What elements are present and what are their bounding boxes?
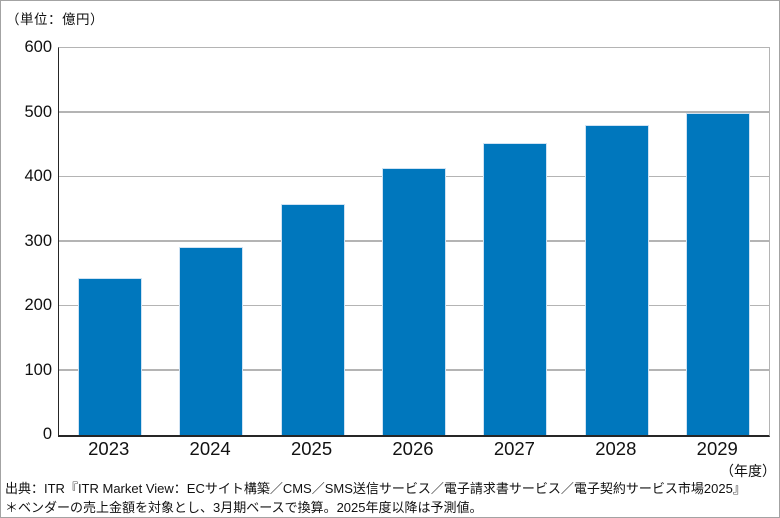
plot-area: [58, 47, 770, 437]
x-axis-tick-label: 2026: [392, 438, 434, 459]
y-axis-tick-label: 200: [24, 296, 52, 314]
y-axis-tick-label: 100: [24, 360, 52, 379]
x-axis-tick-label: 2028: [595, 438, 637, 459]
x-axis-tick-label: 2023: [88, 438, 130, 459]
bar-2026: [381, 167, 446, 435]
y-axis-tick-label: 400: [24, 167, 52, 185]
x-axis-tick-labels: 2023 2024 2025 2026 2027 2028 2029: [58, 438, 768, 460]
bar-2023: [77, 278, 142, 435]
bar-2027: [483, 142, 548, 435]
y-axis-tick-label: 500: [24, 102, 52, 121]
footnotes: 出典：ITR『ITR Market View：ECサイト構築／CMS／SMS送信…: [5, 479, 777, 517]
bar-slot: [363, 48, 464, 435]
gridline: [59, 111, 769, 113]
bar-slot: [160, 48, 261, 435]
x-axis-tick-label: 2029: [696, 438, 738, 459]
bar-slot: [668, 48, 769, 435]
x-axis-tick-label: 2024: [189, 438, 231, 459]
y-axis-tick-labels: 0 100 200 300 400 500 600: [1, 38, 52, 443]
y-axis-tick-label: 0: [42, 425, 52, 443]
bar-series: [59, 48, 769, 435]
bar-2029: [686, 112, 751, 435]
bar-slot: [59, 48, 160, 435]
y-axis-unit-label: （単位：億円）: [6, 12, 104, 27]
source-line: 出典：ITR『ITR Market View：ECサイト構築／CMS／SMS送信…: [5, 481, 746, 496]
y-axis-tick-label: 600: [24, 38, 52, 56]
note-line: ＊ベンダーの売上金額を対象とし、3月期ベースで換算。2025年度以降は予測値。: [5, 500, 483, 515]
y-axis-tick-label: 300: [24, 231, 52, 250]
bar-2024: [179, 246, 244, 435]
bar-2028: [584, 125, 649, 435]
x-axis-tick-label: 2025: [290, 438, 333, 459]
x-axis-unit-label: （年度）: [720, 463, 776, 479]
bar-slot: [465, 48, 566, 435]
bar-slot: [262, 48, 363, 435]
bar-2025: [280, 204, 345, 435]
bar-slot: [566, 48, 667, 435]
x-axis-tick-label: 2027: [493, 438, 535, 459]
